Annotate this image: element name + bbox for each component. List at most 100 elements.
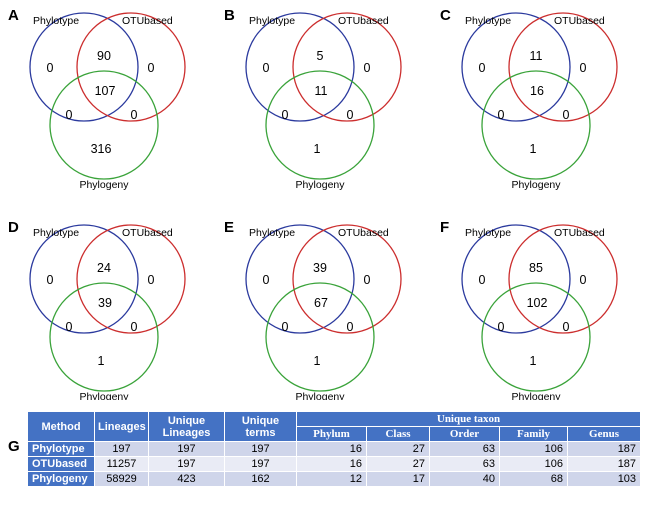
count-only-c: 1 [530, 142, 537, 156]
count-bc: 0 [347, 320, 354, 334]
lineages-cell: 197 [94, 441, 149, 457]
set-label-otubased: OTUbased [122, 15, 173, 27]
method-cell: Phylogeny [27, 471, 95, 487]
count-only-b: 0 [364, 61, 371, 75]
count-abc: 102 [527, 296, 548, 310]
table-row: Phylogeny 58929 423 162 12 17 40 68 103 [27, 471, 642, 487]
header-unique-taxon: Unique taxon [295, 411, 642, 427]
count-only-c: 1 [98, 354, 105, 368]
set-label-phylogeny: Phylogeny [79, 179, 129, 191]
count-bc: 0 [563, 108, 570, 122]
unique-lineages-cell: 197 [148, 456, 225, 472]
unique-terms-cell: 197 [224, 456, 297, 472]
genus-cell: 187 [566, 441, 642, 457]
panel-letter-g: G [8, 438, 20, 455]
otubased-circle [508, 224, 618, 334]
count-ab: 24 [97, 261, 111, 275]
set-label-phylogeny: Phylogeny [79, 391, 129, 400]
count-bc: 0 [131, 108, 138, 122]
venn-diagram-grid: A Phylotype OTUbased Phylogeny 0 0 90 107 0 0 316 B… [8, 7, 618, 400]
count-only-c: 316 [91, 142, 112, 156]
count-abc: 107 [95, 84, 116, 98]
panel-letter: E [224, 219, 234, 236]
count-abc: 16 [530, 84, 544, 98]
family-cell: 68 [499, 471, 568, 487]
set-label-phylotype: Phylotype [465, 15, 511, 27]
count-only-b: 0 [148, 273, 155, 287]
otubased-circle [76, 224, 186, 334]
count-bc: 0 [563, 320, 570, 334]
count-only-a: 0 [263, 61, 270, 75]
otubased-circle [292, 12, 402, 122]
count-ac: 0 [498, 320, 505, 334]
phylotype-circle [461, 12, 571, 122]
venn-panel-b: B Phylotype OTUbased Phylogeny 0 0 5 11 0 0 1 [224, 7, 402, 191]
class-cell: 27 [366, 456, 430, 472]
table-header-row: Method Lineages Unique Lineages Unique t… [27, 411, 642, 442]
set-label-phylotype: Phylotype [249, 15, 295, 27]
family-cell: 106 [499, 456, 568, 472]
genus-cell: 103 [566, 471, 642, 487]
count-bc: 0 [131, 320, 138, 334]
count-only-a: 0 [479, 61, 486, 75]
count-abc: 39 [98, 296, 112, 310]
phylotype-circle [29, 224, 139, 334]
venn-panel-c: C Phylotype OTUbased Phylogeny 0 0 11 16 0 0 1 [440, 7, 618, 191]
venn-panel-d: D Phylotype OTUbased Phylogeny 0 0 24 39 0 0 1 [8, 219, 186, 400]
count-only-a: 0 [263, 273, 270, 287]
venn-panel-a: A Phylotype OTUbased Phylogeny 0 0 90 107 0 0 316 [8, 7, 186, 191]
set-label-phylogeny: Phylogeny [511, 391, 561, 400]
lineages-cell: 11257 [94, 456, 149, 472]
phylotype-circle [245, 12, 355, 122]
phylogeny-circle [49, 282, 159, 392]
count-only-b: 0 [580, 61, 587, 75]
order-cell: 40 [429, 471, 500, 487]
table-subheader-row: Phylum Class Order Family Genus [28, 426, 642, 442]
set-label-otubased: OTUbased [338, 15, 389, 27]
panel-letter: F [440, 219, 449, 236]
phylum-cell: 16 [296, 441, 367, 457]
phylogeny-circle [265, 70, 375, 180]
table-row: OTUbased 11257 197 197 16 27 63 106 187 [27, 456, 642, 472]
header-family: Family [499, 426, 568, 442]
phylum-cell: 16 [296, 456, 367, 472]
lineage-summary-table: Method Lineages Unique Lineages Unique t… [27, 411, 642, 487]
class-cell: 27 [366, 441, 430, 457]
set-label-otubased: OTUbased [338, 227, 389, 239]
unique-lineages-cell: 423 [148, 471, 225, 487]
set-label-phylotype: Phylotype [465, 227, 511, 239]
venn-panel-e: E Phylotype OTUbased Phylogeny 0 0 39 67 0 0 1 [224, 219, 402, 400]
count-only-c: 1 [314, 142, 321, 156]
panel-letter: B [224, 7, 235, 24]
count-only-a: 0 [47, 273, 54, 287]
phylum-cell: 12 [296, 471, 367, 487]
set-label-phylotype: Phylotype [249, 227, 295, 239]
count-ab: 11 [530, 49, 543, 63]
header-method: Method [27, 411, 95, 442]
panel-letter: C [440, 7, 451, 24]
count-only-b: 0 [148, 61, 155, 75]
set-label-otubased: OTUbased [554, 15, 605, 27]
header-phylum: Phylum [296, 426, 367, 442]
phylogeny-circle [481, 282, 591, 392]
header-unique-terms: Unique terms [224, 411, 297, 442]
count-ac: 0 [282, 108, 289, 122]
set-label-phylogeny: Phylogeny [295, 391, 345, 400]
count-ab: 39 [313, 261, 327, 275]
lineages-cell: 58929 [94, 471, 149, 487]
otubased-circle [508, 12, 618, 122]
count-only-b: 0 [364, 273, 371, 287]
count-ac: 0 [282, 320, 289, 334]
venn-panel-f: F Phylotype OTUbased Phylogeny 0 0 85 102 0 0 1 [440, 219, 618, 400]
phylotype-circle [29, 12, 139, 122]
otubased-circle [76, 12, 186, 122]
count-ab: 90 [97, 49, 111, 63]
count-ab: 85 [529, 261, 543, 275]
unique-terms-cell: 162 [224, 471, 297, 487]
count-ac: 0 [498, 108, 505, 122]
count-only-c: 1 [314, 354, 321, 368]
unique-lineages-cell: 197 [148, 441, 225, 457]
header-lineages: Lineages [94, 411, 149, 442]
family-cell: 106 [499, 441, 568, 457]
phylotype-circle [461, 224, 571, 334]
